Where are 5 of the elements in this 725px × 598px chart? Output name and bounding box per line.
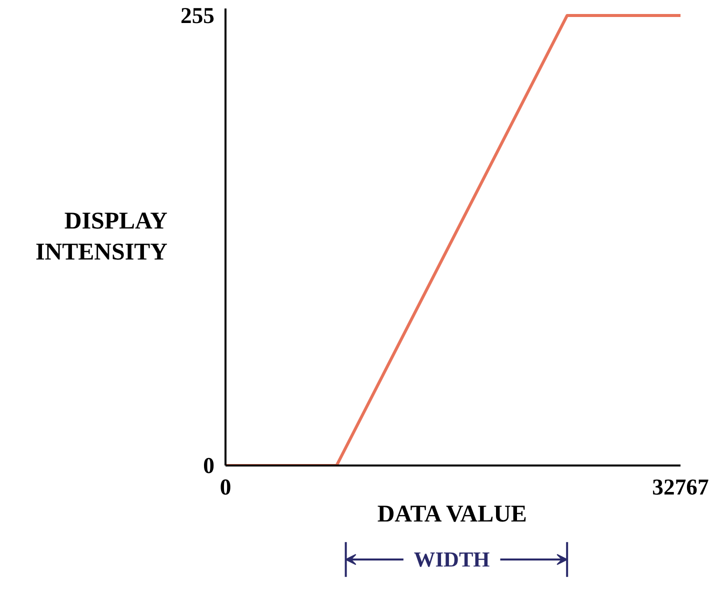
y-axis-title: DISPLAY INTENSITY (35, 208, 168, 266)
text: WIDTH (414, 548, 490, 572)
x-tick-label: 32767 (652, 474, 709, 500)
x-axis-title: DATA VALUE (377, 502, 527, 528)
y-tick-label: 255 (180, 3, 214, 28)
